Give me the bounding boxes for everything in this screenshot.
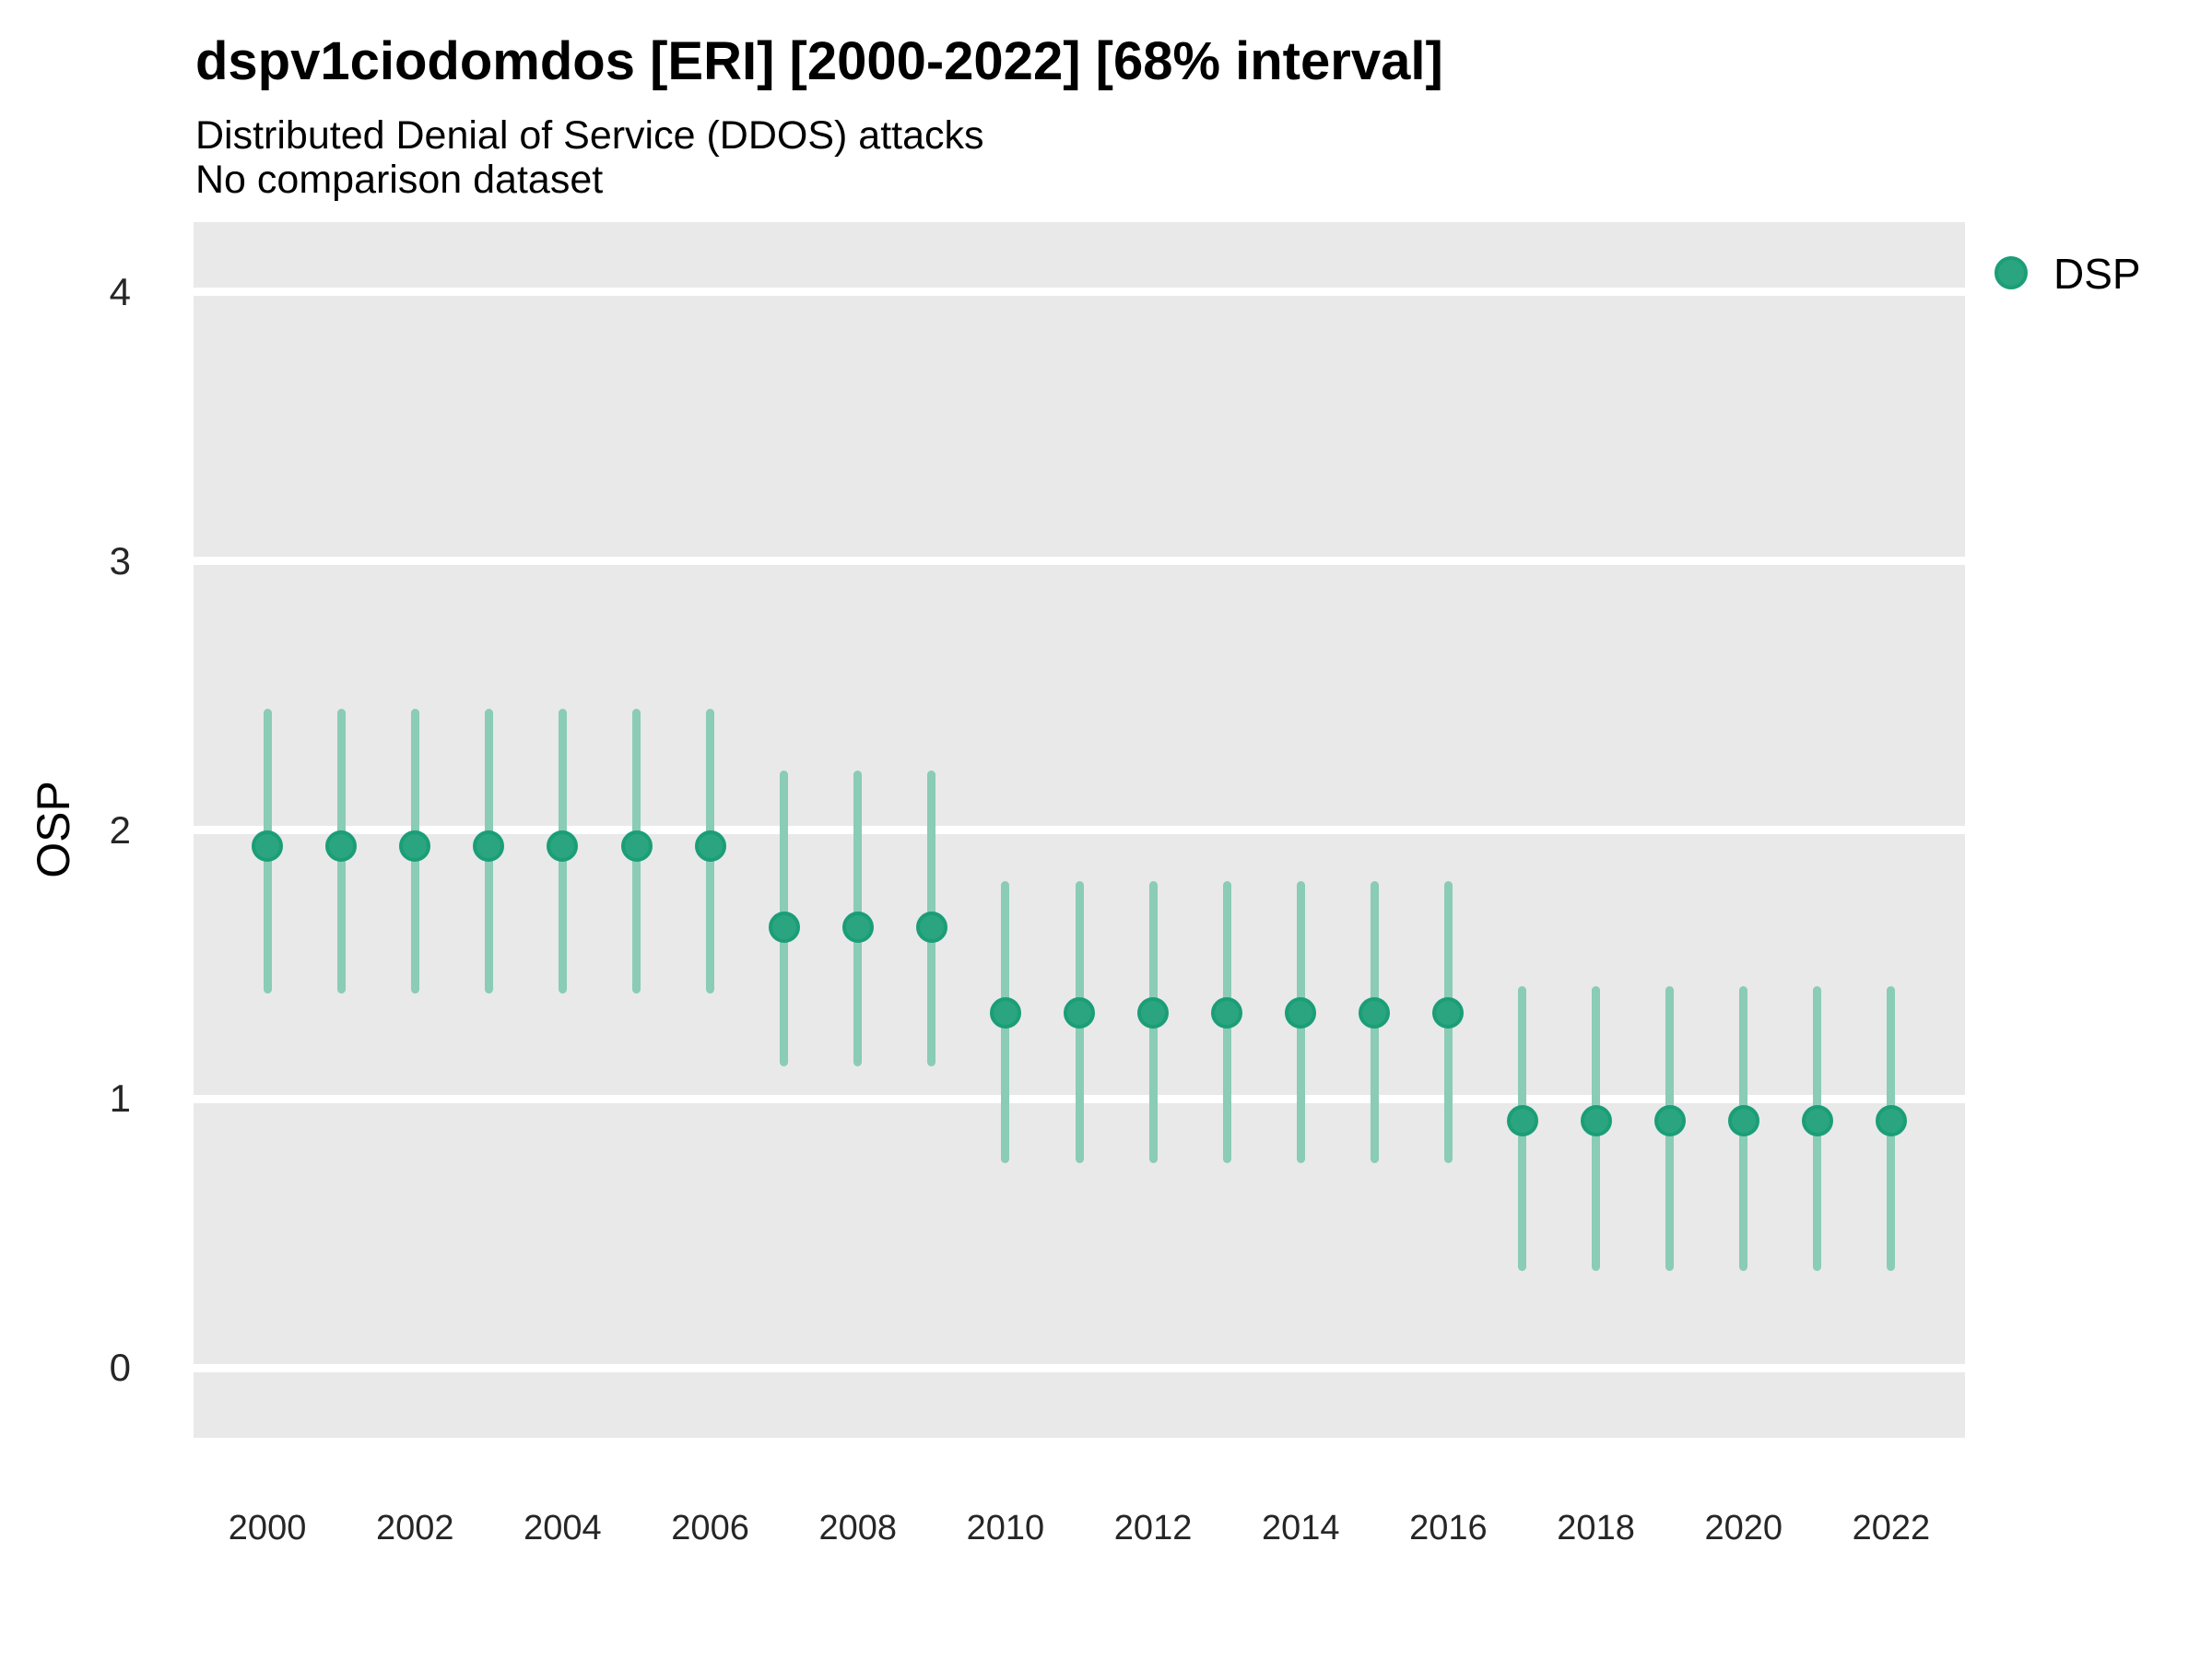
data-point-2015 [1359, 996, 1391, 1029]
chart-title: dspv1ciodomdos [ERI] [2000-2022] [68% in… [195, 31, 1443, 91]
data-point-2019 [1653, 1104, 1686, 1136]
data-point-2001 [325, 830, 358, 862]
data-point-2007 [768, 911, 800, 943]
x-tick-label-2004: 2004 [524, 1509, 602, 1547]
data-point-2012 [1137, 996, 1170, 1029]
y-tick-label-0: 0 [109, 1346, 131, 1390]
y-tick-label-2: 2 [109, 807, 131, 852]
x-tick-label-2018: 2018 [1557, 1509, 1635, 1547]
data-point-2011 [1064, 996, 1095, 1029]
data-point-2008 [841, 911, 874, 943]
data-point-2004 [547, 830, 579, 862]
data-point-2022 [1875, 1104, 1907, 1136]
y-axis-title: OSP [28, 781, 79, 878]
chart-comparison-note: No comparison dataset [195, 158, 604, 202]
data-point-2002 [399, 830, 431, 862]
data-point-2010 [989, 996, 1021, 1029]
data-point-2014 [1285, 996, 1317, 1029]
legend-point-marker-icon [1994, 256, 2028, 289]
data-point-2013 [1211, 996, 1243, 1029]
x-tick-label-2014: 2014 [1261, 1509, 1340, 1547]
x-tick-label-2008: 2008 [818, 1509, 898, 1547]
data-point-2000 [252, 830, 284, 862]
x-tick-label-2002: 2002 [375, 1509, 454, 1547]
y-tick-label-3: 3 [109, 538, 131, 582]
gridline-y0 [194, 1363, 1965, 1372]
x-tick-label-2000: 2000 [228, 1509, 307, 1547]
data-point-2009 [915, 911, 947, 943]
data-point-2017 [1506, 1104, 1538, 1136]
x-tick-label-2016: 2016 [1409, 1509, 1488, 1547]
legend-label: DSP [2053, 250, 2141, 298]
x-tick-label-2022: 2022 [1852, 1509, 1931, 1547]
data-point-2016 [1432, 996, 1465, 1029]
data-point-2006 [694, 830, 726, 862]
x-tick-label-2006: 2006 [671, 1509, 749, 1547]
gridline-y2 [194, 826, 1965, 834]
x-tick-label-2012: 2012 [1113, 1509, 1193, 1547]
x-tick-label-2020: 2020 [1704, 1509, 1783, 1547]
gridline-y4 [194, 288, 1965, 297]
data-point-2005 [620, 830, 653, 862]
data-point-2018 [1580, 1104, 1612, 1136]
data-point-2020 [1727, 1104, 1759, 1136]
legend: DSP [1994, 250, 2206, 298]
y-tick-label-1: 1 [109, 1077, 131, 1121]
chart-subtitle: Distributed Denial of Service (DDOS) att… [195, 113, 984, 158]
y-tick-label-4: 4 [109, 269, 131, 313]
data-point-2003 [473, 830, 505, 862]
gridline-y3 [194, 557, 1965, 566]
x-tick-label-2010: 2010 [966, 1509, 1045, 1547]
data-point-2021 [1801, 1104, 1833, 1136]
